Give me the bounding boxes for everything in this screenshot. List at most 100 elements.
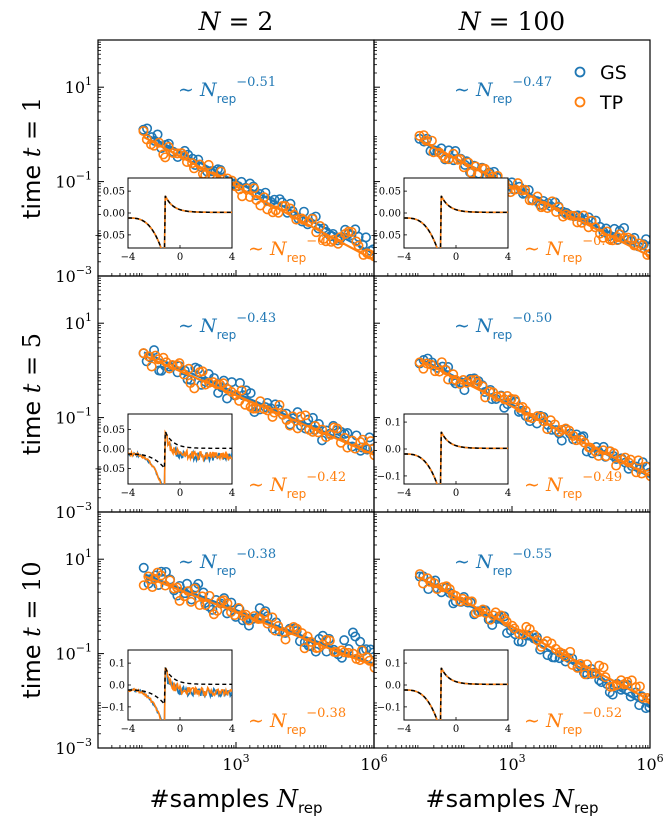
legend-marker-GS [574,66,586,78]
point-TP [307,213,318,224]
point-TP [436,357,447,368]
point-TP [645,471,650,482]
y-tick-label: 101 [65,75,92,97]
inset-data [404,667,508,720]
fit-line-TP [143,136,374,261]
point-TP [194,600,205,611]
inset-y-tick-label: 0.00 [103,445,125,456]
scaling-label-GS: ∼ Nrep−0.55 [454,547,552,578]
point-GS [260,606,271,617]
point-TP [575,658,586,669]
point-TP [174,358,185,369]
point-TP [203,159,214,170]
inset-curve-reference [404,431,508,484]
point-GS [556,435,567,446]
point-TP [165,575,176,586]
point-TP [622,676,633,687]
point-GS [368,647,374,658]
panel-2-1: 101 10−1 10−3 ∼ Nrep−0.43 ∼ Nrep−0.42 −4 0 4 0.0… [55,275,375,522]
inset-y-tick-label: 0.0 [109,681,125,692]
point-TP [343,647,354,658]
scaling-label-TP: ∼ Nrep−0.42 [248,470,346,501]
point-TP [547,196,558,207]
panel-3-2: 103 106 ∼ Nrep−0.55 ∼ Nrep−0.52 −4 0 4 0.1 0.0 −0… [373,511,664,774]
point-GS [339,635,350,646]
point-TP [146,361,157,372]
x-axis-label: #samples Nrep [149,785,322,817]
inset-curve-reference [128,431,232,470]
point-TP [641,461,650,472]
inset-x-tick-label: −4 [121,488,136,499]
inset-x-tick-label: 0 [453,724,459,735]
inset-x-tick-label: 0 [453,252,459,263]
scaling-label-TP: ∼ Nrep−0.52 [248,234,346,265]
point-TP [324,635,335,646]
fit-line-TP [143,575,374,667]
y-tick-label: 10−3 [55,736,92,758]
point-TP [421,358,432,369]
inset-x-tick-label: 4 [505,724,511,735]
point-TP [369,251,374,262]
inset-y-tick-label: 0.1 [109,659,125,670]
point-TP [414,130,425,141]
inset-data [404,195,508,248]
point-TP [536,202,547,213]
point-TP [353,240,364,251]
point-TP [138,125,149,136]
point-TP [248,403,259,414]
point-TP [189,383,200,394]
inset: −4 0 4 0.1 0.0 −0.1 [377,649,511,735]
point-TP [418,130,429,141]
point-TP [490,607,501,618]
scaling-label-GS: ∼ Nrep−0.50 [454,311,552,342]
inset-data [404,431,508,484]
fit-line-TP [419,359,650,477]
point-GS [450,146,461,157]
fit-line-GS [143,351,374,455]
fit-line-TP [143,354,374,456]
inset-y-tick-label: 0.00 [103,209,125,220]
inset-frame [403,177,509,249]
inset-y-tick-label: −0.1 [377,702,401,713]
inset-x-tick-label: 0 [177,252,183,263]
point-GS [156,566,167,577]
inset-x-tick-label: 4 [229,252,235,263]
point-TP [369,662,374,673]
point-TP [633,455,644,466]
point-GS [636,691,647,702]
inset: −4 0 4 0.05 0.00 −0.05 [370,177,511,263]
fit-line-TP [419,139,650,258]
x-axis-label: #samples Nrep [425,785,598,817]
panel-data [414,353,650,482]
x-tick-label: 103 [498,752,525,774]
inset-y-tick-label: −0.1 [101,702,125,713]
point-GS [207,604,218,615]
point-GS [237,615,248,626]
x-tick-label: 106 [360,752,387,774]
point-TP [204,590,215,601]
inset-data [128,429,232,484]
point-TP [249,183,260,194]
inset-data [128,666,232,720]
point-TP [578,210,589,221]
point-TP [509,394,520,405]
point-TP [280,201,291,212]
point-GS [513,636,524,647]
point-GS [245,388,256,399]
point-TP [598,662,609,673]
point-TP [466,375,477,386]
inset-x-tick-label: −4 [397,252,412,263]
x-tick-label: 103 [222,752,249,774]
point-TP [138,580,149,591]
point-TP [634,681,645,692]
point-TP [565,646,576,657]
column-title: N = 100 [458,7,565,36]
point-GS [342,427,353,438]
point-TP [355,436,366,447]
point-GS [182,578,193,589]
point-TP [212,605,223,616]
inset-y-tick-label: 0.00 [379,209,401,220]
point-TP [600,672,611,683]
